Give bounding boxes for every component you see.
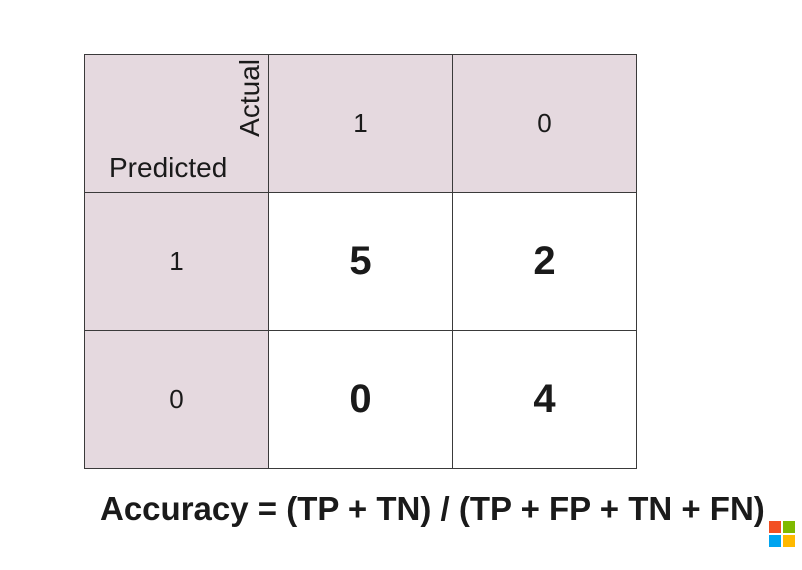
matrix-row-predicted-1: 1 5 2 bbox=[84, 192, 637, 331]
windows-logo-icon bbox=[769, 521, 795, 547]
predicted-axis-label: Predicted bbox=[109, 152, 228, 183]
actual-header-0: 0 bbox=[452, 54, 637, 193]
predicted-header-1: 1 bbox=[84, 192, 269, 331]
cell-true-negative: 4 bbox=[452, 330, 637, 469]
accuracy-formula: Accuracy = (TP + TN) / (TP + FP + TN + F… bbox=[100, 490, 765, 527]
matrix-corner-cell: Actual Predicted bbox=[84, 54, 269, 193]
cell-value: 2 bbox=[533, 239, 556, 283]
actual-header-1: 1 bbox=[268, 54, 453, 193]
logo-square-red bbox=[769, 521, 781, 533]
logo-square-blue bbox=[769, 535, 781, 547]
cell-value: 5 bbox=[349, 239, 372, 283]
logo-square-yellow bbox=[783, 535, 795, 547]
logo-square-green bbox=[783, 521, 795, 533]
cell-false-positive: 2 bbox=[452, 192, 637, 331]
matrix-row-predicted-0: 0 0 4 bbox=[84, 330, 637, 469]
matrix-header-row: Actual Predicted 1 0 bbox=[84, 54, 637, 193]
cell-value: 4 bbox=[533, 377, 556, 421]
predicted-header-label: 0 bbox=[169, 384, 184, 414]
predicted-header-0: 0 bbox=[84, 330, 269, 469]
actual-axis-label: Actual bbox=[234, 59, 265, 137]
actual-header-label: 0 bbox=[537, 108, 552, 138]
cell-value: 0 bbox=[349, 377, 372, 421]
confusion-matrix: Actual Predicted 1 0 1 5 2 0 0 4 bbox=[84, 54, 637, 469]
cell-true-positive: 5 bbox=[268, 192, 453, 331]
cell-false-negative: 0 bbox=[268, 330, 453, 469]
actual-header-label: 1 bbox=[353, 108, 368, 138]
predicted-header-label: 1 bbox=[169, 246, 184, 276]
